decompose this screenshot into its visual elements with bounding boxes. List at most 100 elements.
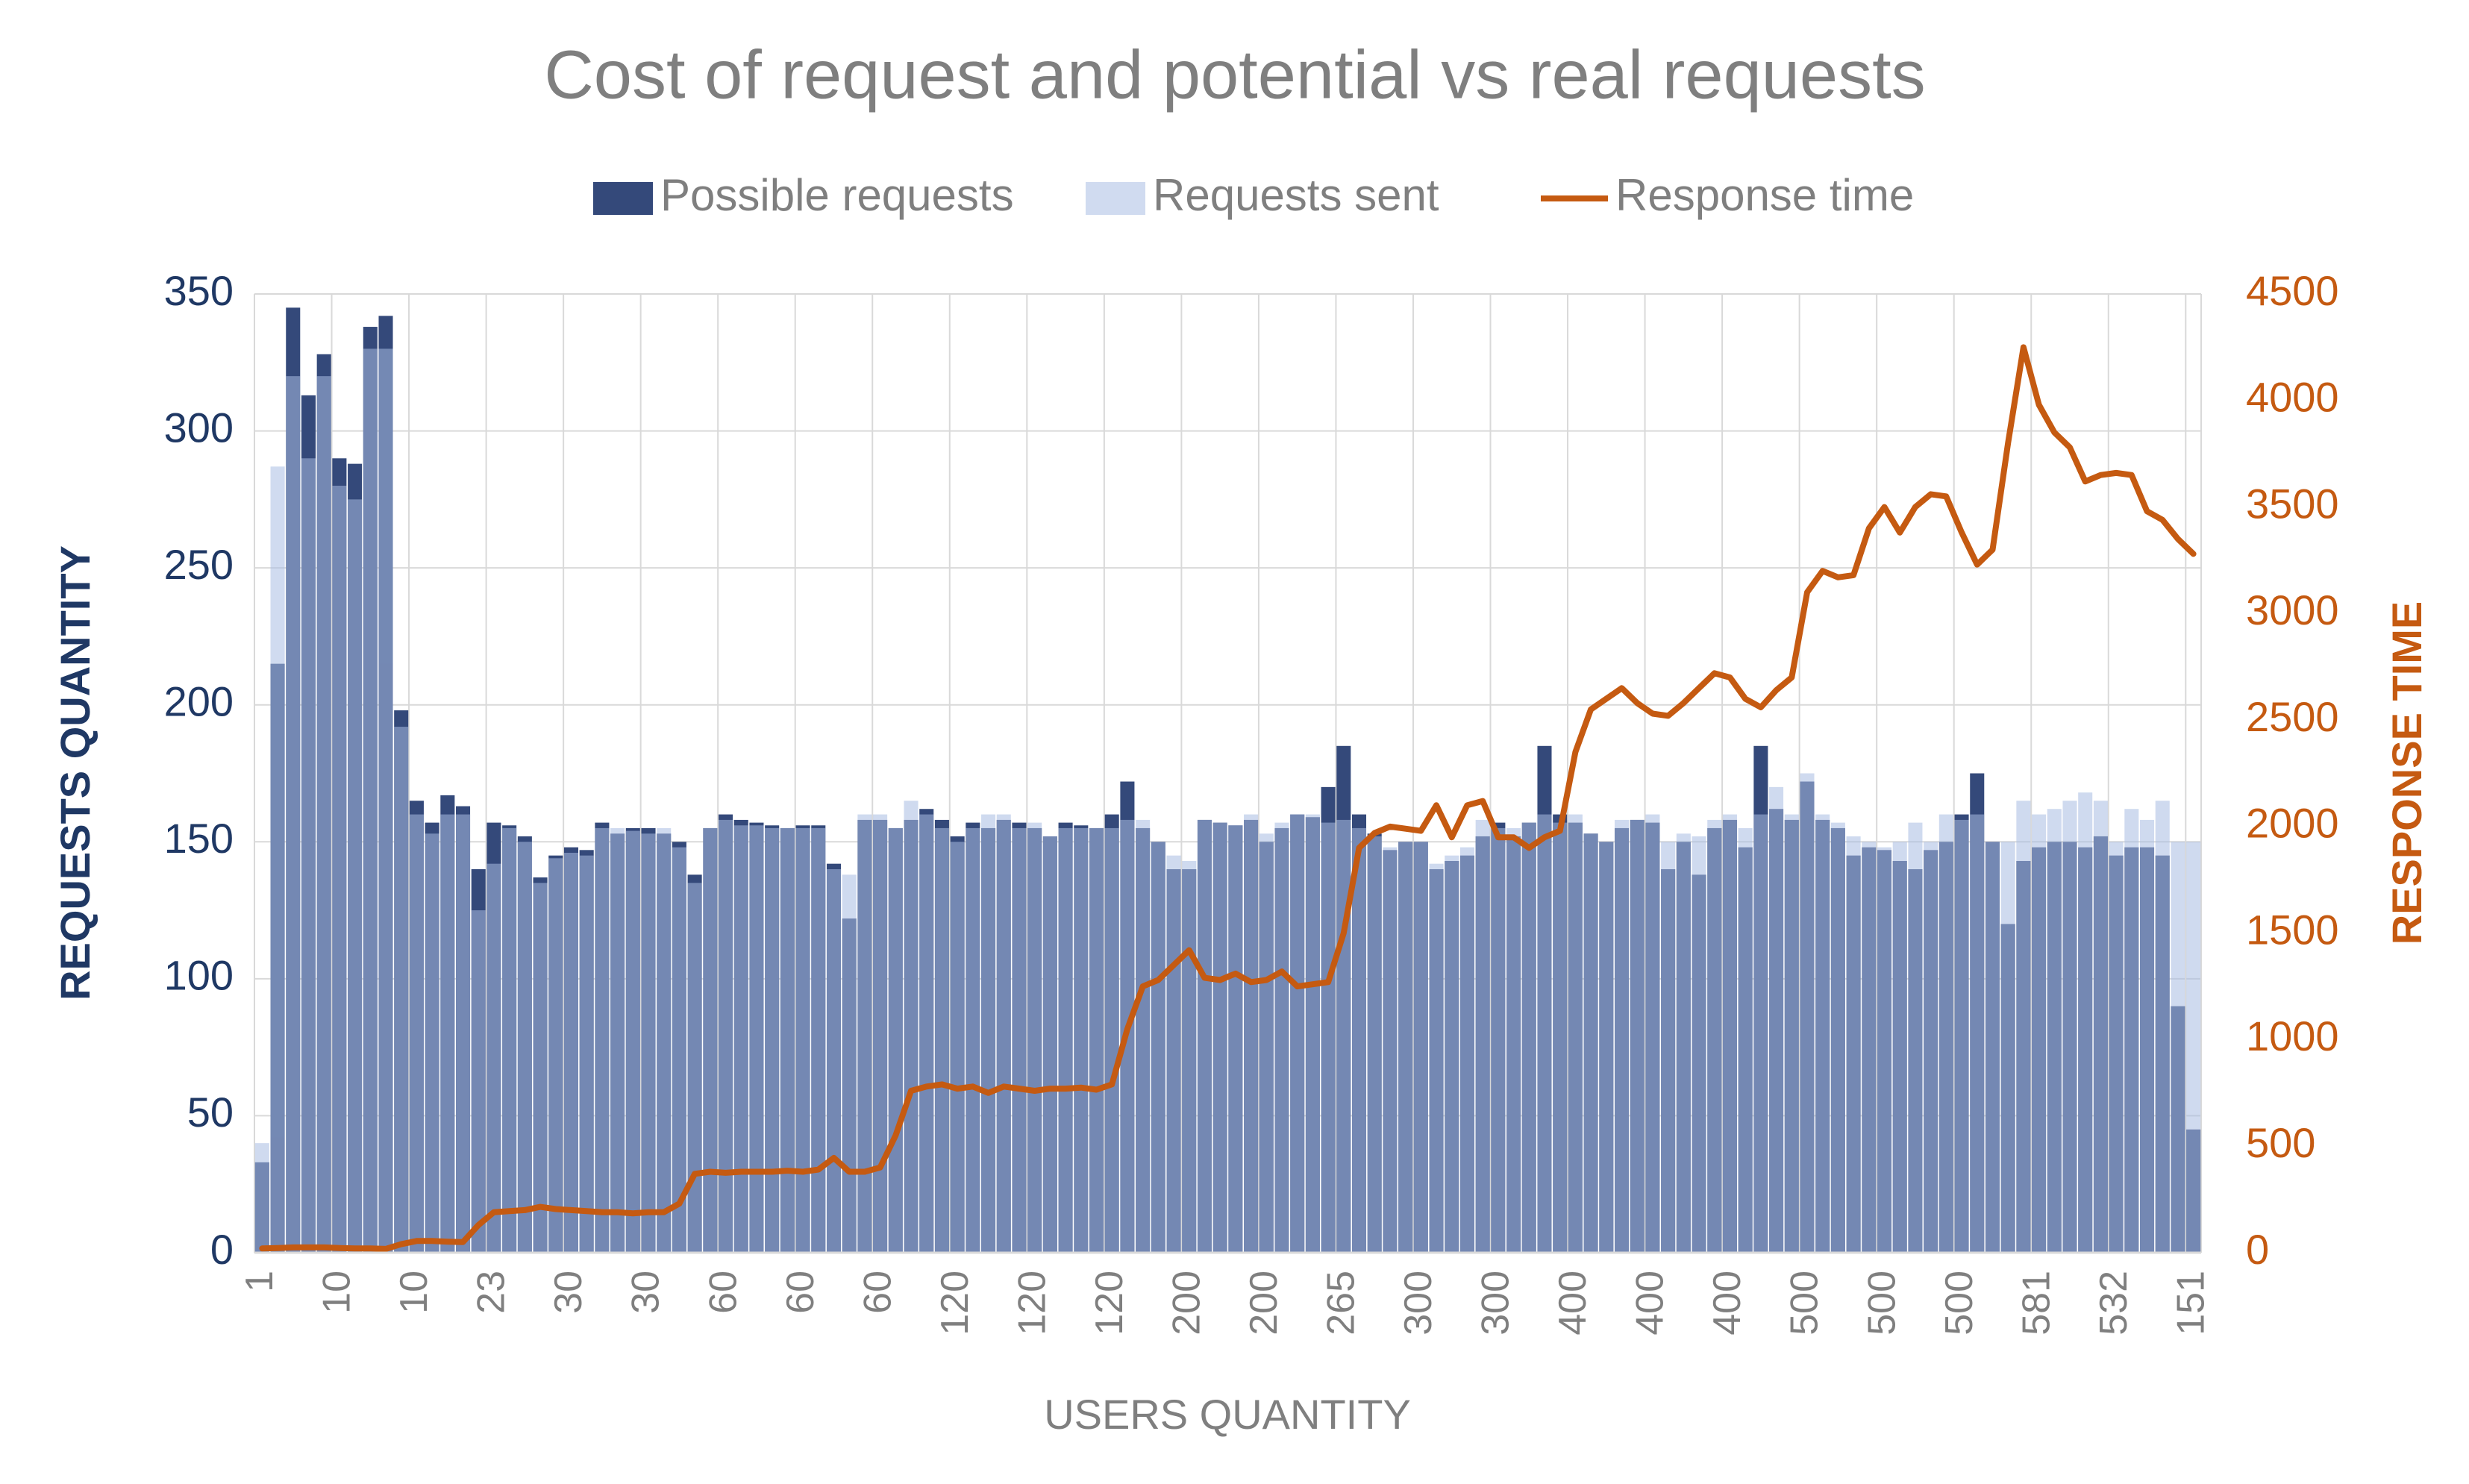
bar	[2016, 801, 2031, 1253]
y2-axis-title: RESPONSE TIME	[2383, 601, 2430, 945]
x-tick-label: 581	[2015, 1271, 2058, 1336]
bar	[1583, 833, 1598, 1253]
bar	[363, 348, 378, 1253]
bar	[657, 827, 672, 1253]
bar	[517, 842, 532, 1253]
x-tick-label: 30	[625, 1271, 668, 1314]
y2-tick-label: 1500	[2246, 906, 2339, 953]
bar	[1924, 842, 1938, 1253]
bar	[1459, 847, 1474, 1253]
bar	[888, 827, 903, 1253]
chart-title: Cost of request and potential vs real re…	[544, 37, 1925, 113]
bar	[1136, 819, 1151, 1253]
bar-series	[254, 348, 2201, 1253]
bar	[1089, 827, 1104, 1253]
bar	[1614, 819, 1630, 1253]
bar	[1846, 836, 1861, 1253]
y-tick-label: 50	[187, 1089, 234, 1136]
y2-tick-label: 500	[2246, 1119, 2315, 1166]
x-tick-label: 151	[2169, 1271, 2212, 1336]
bar	[966, 827, 980, 1253]
x-tick-label: 265	[1320, 1271, 1363, 1336]
bar	[826, 869, 842, 1253]
bar	[1321, 822, 1336, 1253]
bar	[625, 830, 640, 1253]
bar	[1197, 819, 1212, 1253]
bar	[2047, 809, 2062, 1253]
bar	[749, 825, 764, 1253]
bar	[1908, 822, 1923, 1253]
bar	[2032, 814, 2047, 1253]
bar	[548, 858, 563, 1253]
bar	[348, 499, 363, 1253]
y-axis-title: REQUESTS QUANTITY	[51, 545, 98, 1001]
bar	[1305, 814, 1320, 1253]
x-tick-label: 10	[392, 1271, 436, 1314]
bar	[1954, 819, 1969, 1253]
bar	[378, 348, 393, 1253]
bar	[2140, 819, 2155, 1253]
x-tick-label: 400	[1551, 1271, 1595, 1336]
y2-tick-label: 0	[2246, 1226, 2269, 1273]
bar	[1661, 842, 1676, 1253]
bar	[811, 827, 826, 1253]
legend-label: Requests sent	[1153, 170, 1439, 220]
bar	[1769, 786, 1784, 1253]
bar	[919, 814, 934, 1253]
bar	[1166, 855, 1181, 1253]
bar	[254, 1143, 269, 1253]
bar	[1058, 827, 1073, 1253]
y2-tick-label: 4000	[2246, 374, 2339, 421]
legend-label: Possible requests	[660, 170, 1014, 220]
y-tick-label: 300	[164, 404, 234, 451]
bar	[1537, 814, 1552, 1253]
bar	[687, 883, 702, 1253]
bar	[1753, 814, 1768, 1253]
y2-tick-label: 2500	[2246, 693, 2339, 740]
x-tick-label: 120	[1088, 1271, 1131, 1336]
bar	[1892, 842, 1907, 1253]
bar	[394, 727, 409, 1253]
bar	[719, 819, 733, 1253]
bar	[1012, 827, 1027, 1253]
bar	[1151, 842, 1165, 1253]
x-tick-label: 400	[1629, 1271, 1672, 1336]
bar	[1475, 819, 1490, 1253]
bar	[2000, 842, 2015, 1253]
bar	[1429, 863, 1444, 1253]
bar	[981, 814, 996, 1253]
bar	[286, 376, 301, 1253]
bar	[1104, 827, 1119, 1253]
bar	[1491, 827, 1506, 1253]
x-tick-label: 60	[701, 1271, 745, 1314]
bar	[733, 825, 748, 1253]
y2-tick-label: 3000	[2246, 586, 2339, 633]
y-tick-label: 250	[164, 541, 234, 588]
bar	[641, 833, 656, 1253]
x-tick-label: 30	[547, 1271, 590, 1314]
bar	[1862, 842, 1877, 1253]
bar	[1212, 822, 1227, 1253]
bar	[2171, 842, 2185, 1253]
bar	[795, 827, 810, 1253]
legend-swatch	[593, 182, 653, 215]
bar	[471, 910, 486, 1253]
bar	[1383, 847, 1398, 1253]
x-tick-label: 500	[1783, 1271, 1827, 1336]
bar	[486, 863, 501, 1253]
bar	[563, 852, 579, 1253]
y2-tick-label: 4500	[2246, 267, 2339, 314]
x-tick-label: 120	[933, 1271, 977, 1336]
bar	[1599, 842, 1614, 1253]
x-tick-label: 10	[316, 1271, 359, 1314]
y-tick-label: 0	[210, 1226, 234, 1273]
bar	[440, 814, 455, 1253]
y2-tick-label: 2000	[2246, 800, 2339, 847]
bar	[2109, 842, 2124, 1253]
bar	[996, 814, 1011, 1253]
x-tick-label: 23	[470, 1271, 513, 1314]
bar	[780, 827, 795, 1253]
bar	[2124, 809, 2139, 1253]
x-tick-label: 200	[1242, 1271, 1286, 1336]
bar	[1645, 814, 1660, 1253]
